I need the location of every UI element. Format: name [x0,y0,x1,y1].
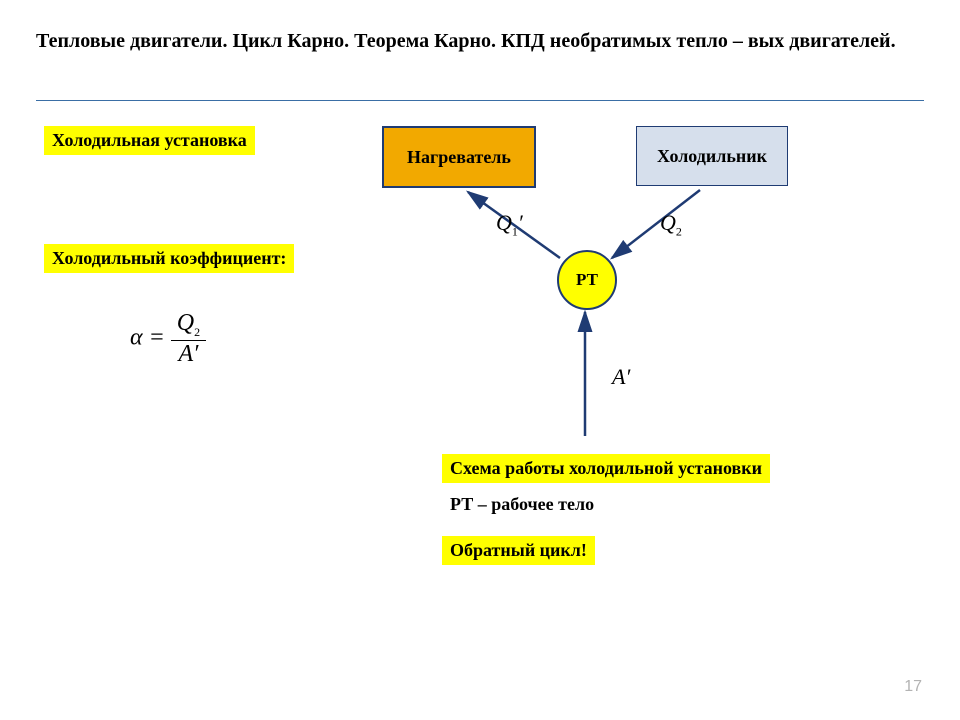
label-coefficient: Холодильный коэффициент: [44,244,294,273]
box-heater: Нагреватель [382,126,536,188]
formula-alpha: α = Q2A′ [130,310,206,368]
box-cooler: Холодильник [636,126,788,186]
rt-circle: РТ [557,250,617,310]
label-reverse-cycle: Обратный цикл! [442,536,595,565]
slide: Тепловые двигатели. Цикл Карно. Теорема … [0,0,960,720]
label-q2: Q2 [660,210,682,239]
label-scheme: Схема работы холодильной установки [442,454,770,483]
slide-title: Тепловые двигатели. Цикл Карно. Теорема … [36,28,916,54]
label-refrigerator-unit: Холодильная установка [44,126,255,155]
arrow-cooler-to-rt [612,190,700,258]
label-aprime: A′ [612,364,630,390]
label-rt-full: РТ – рабочее тело [450,494,594,515]
page-number: 17 [904,678,922,696]
title-underline [36,100,924,101]
label-q1prime: Q1′ [496,210,523,239]
